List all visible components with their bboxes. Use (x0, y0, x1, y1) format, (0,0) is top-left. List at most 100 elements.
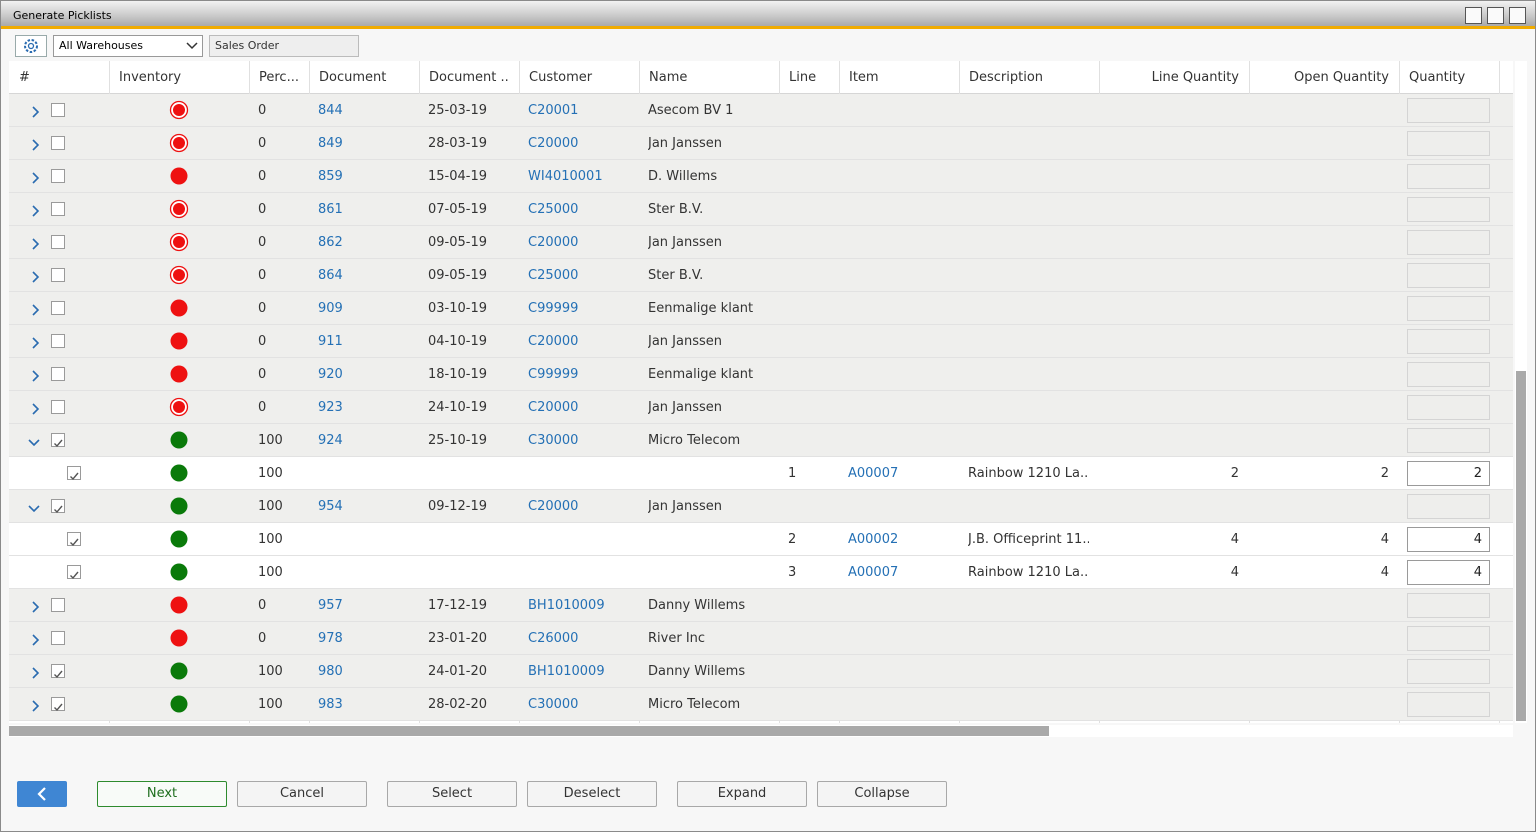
column-header[interactable]: # (19, 70, 30, 85)
row-checkbox[interactable] (67, 532, 81, 547)
row-checkbox[interactable] (51, 334, 65, 348)
row-checkbox[interactable] (51, 136, 65, 150)
footer-button[interactable]: Collapse (817, 781, 947, 807)
cell-link[interactable]: BH1010009 (528, 598, 605, 613)
footer-button[interactable]: Next (97, 781, 227, 807)
cell-link[interactable]: A00007 (848, 565, 899, 580)
cell-link[interactable]: C20000 (528, 499, 579, 514)
column-header[interactable]: Line Quantity (1151, 70, 1239, 85)
row-checkbox[interactable] (51, 598, 65, 612)
cell-link[interactable]: 980 (318, 664, 343, 679)
cell-link[interactable]: C20001 (528, 103, 579, 118)
row-checkbox[interactable] (51, 235, 65, 249)
row-checkbox[interactable] (51, 169, 65, 183)
cell-link[interactable]: 862 (318, 235, 343, 250)
quantity-input[interactable] (1407, 230, 1490, 255)
quantity-input[interactable] (1407, 593, 1490, 618)
row-checkbox[interactable] (51, 268, 65, 282)
cell-link[interactable]: 911 (318, 334, 343, 349)
minimize-button[interactable] (1465, 7, 1482, 24)
column-header[interactable]: Name (649, 70, 688, 85)
row-checkbox[interactable] (67, 565, 81, 580)
cell-link[interactable]: 983 (318, 697, 343, 712)
row-checkbox[interactable] (51, 499, 65, 514)
column-header[interactable]: Document (319, 70, 387, 85)
row-checkbox[interactable] (51, 631, 65, 645)
quantity-input[interactable] (1407, 263, 1490, 288)
cell-link[interactable]: WI4010001 (528, 169, 603, 184)
row-checkbox[interactable] (51, 301, 65, 315)
column-header[interactable]: Description (969, 70, 1044, 85)
quantity-input[interactable] (1407, 197, 1490, 222)
quantity-input[interactable] (1407, 395, 1490, 420)
cell-link[interactable]: 844 (318, 103, 343, 118)
cell-link[interactable]: C99999 (528, 301, 579, 316)
cell-link[interactable]: 861 (318, 202, 343, 217)
cell-link[interactable]: BH1010009 (528, 664, 605, 679)
column-header[interactable]: Line (789, 70, 817, 85)
warehouse-select[interactable]: All Warehouses (53, 35, 203, 57)
quantity-input[interactable] (1407, 131, 1490, 156)
cell-link[interactable]: 920 (318, 367, 343, 382)
row-checkbox[interactable] (51, 664, 65, 679)
cell-link[interactable]: C99999 (528, 367, 579, 382)
close-button[interactable] (1509, 7, 1526, 24)
row-checkbox[interactable] (51, 433, 65, 448)
row-checkbox[interactable] (51, 697, 65, 712)
column-header[interactable]: Customer (529, 70, 593, 85)
cell-link[interactable]: C30000 (528, 433, 579, 448)
column-header[interactable]: Inventory (119, 70, 182, 85)
cell-link[interactable]: C20000 (528, 235, 579, 250)
quantity-input[interactable] (1407, 626, 1490, 651)
maximize-button[interactable] (1487, 7, 1504, 24)
settings-button[interactable] (15, 35, 47, 57)
quantity-input[interactable] (1407, 296, 1490, 321)
column-header[interactable]: Document ... (429, 70, 509, 85)
quantity-input[interactable] (1407, 692, 1490, 717)
row-checkbox[interactable] (51, 202, 65, 216)
vertical-scrollbar[interactable] (1515, 61, 1527, 723)
horizontal-scrollbar[interactable] (9, 725, 1513, 737)
row-checkbox[interactable] (51, 103, 65, 117)
cell-link[interactable]: 957 (318, 598, 343, 613)
cell-link[interactable]: C20000 (528, 334, 579, 349)
row-checkbox[interactable] (51, 400, 65, 414)
cell-link[interactable]: 924 (318, 433, 343, 448)
quantity-input[interactable] (1407, 659, 1490, 684)
column-header[interactable]: Item (849, 70, 879, 85)
cell-link[interactable]: C25000 (528, 268, 579, 283)
back-button[interactable] (17, 781, 67, 807)
footer-button[interactable]: Cancel (237, 781, 367, 807)
cell-link[interactable]: 923 (318, 400, 343, 415)
footer-button[interactable]: Expand (677, 781, 807, 807)
row-checkbox[interactable] (51, 367, 65, 381)
column-header[interactable]: Open Quantity (1293, 70, 1389, 85)
cell-link[interactable]: C20000 (528, 136, 579, 151)
column-header[interactable]: Perc... (259, 70, 299, 85)
quantity-input[interactable] (1407, 428, 1490, 453)
quantity-input[interactable] (1407, 362, 1490, 387)
quantity-input[interactable]: 4 (1407, 527, 1490, 552)
cell-link[interactable]: 978 (318, 631, 343, 646)
quantity-input[interactable]: 2 (1407, 461, 1490, 486)
cell-link[interactable]: 849 (318, 136, 343, 151)
cell-link[interactable]: 864 (318, 268, 343, 283)
column-header[interactable]: Quantity (1409, 70, 1466, 85)
footer-button[interactable]: Select (387, 781, 517, 807)
cell-link[interactable]: 909 (318, 301, 343, 316)
cell-link[interactable]: A00002 (848, 532, 899, 547)
cell-link[interactable]: C30000 (528, 697, 579, 712)
footer-button[interactable]: Deselect (527, 781, 657, 807)
quantity-input[interactable] (1407, 329, 1490, 354)
cell-link[interactable]: C26000 (528, 631, 579, 646)
cell-link[interactable]: A00007 (848, 466, 899, 481)
quantity-input[interactable]: 4 (1407, 560, 1490, 585)
quantity-input[interactable] (1407, 98, 1490, 123)
cell-link[interactable]: C20000 (528, 400, 579, 415)
cell-link[interactable]: C25000 (528, 202, 579, 217)
cell-link[interactable]: 954 (318, 499, 343, 514)
cell-link[interactable]: 859 (318, 169, 343, 184)
quantity-input[interactable] (1407, 494, 1490, 519)
row-checkbox[interactable] (67, 466, 81, 481)
quantity-input[interactable] (1407, 164, 1490, 189)
